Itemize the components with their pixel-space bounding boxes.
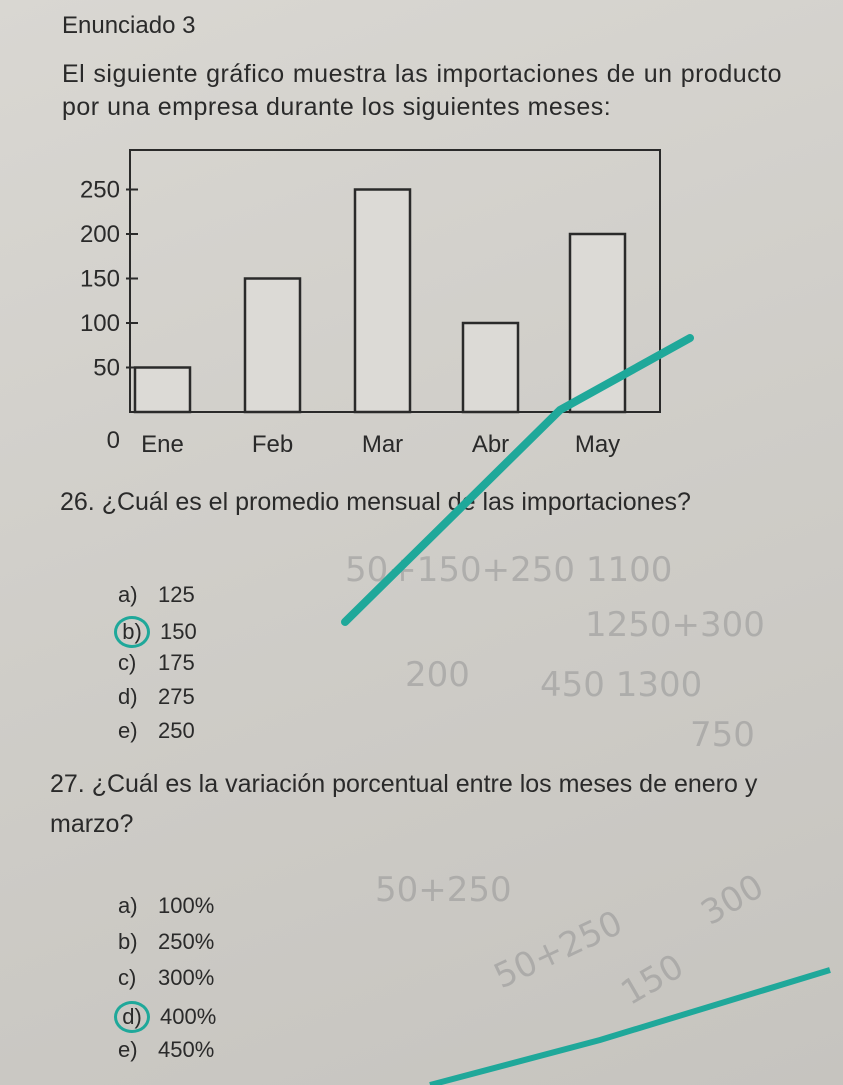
answer-option[interactable]: b) 150: [114, 616, 197, 648]
option-letter: a): [118, 893, 138, 918]
answer-option[interactable]: e) 250: [118, 718, 195, 744]
handwritten-note: 200: [405, 655, 470, 695]
option-value: 150: [160, 619, 197, 644]
y-tick-label: 100: [80, 310, 120, 337]
handwritten-note: 450 1300: [540, 665, 703, 705]
bar-may: [568, 232, 627, 414]
answer-option[interactable]: b) 250%: [118, 929, 214, 955]
answer-option[interactable]: a) 100%: [118, 893, 214, 919]
option-value: 400%: [160, 1004, 217, 1029]
bar-ene: [133, 366, 192, 414]
question-26: 26. ¿Cuál es el promedio mensual de las …: [60, 488, 691, 516]
exercise-heading: Enunciado 3: [62, 12, 196, 39]
option-letter: c): [118, 650, 137, 675]
option-letter: a): [118, 582, 138, 607]
answer-option[interactable]: c) 175: [118, 650, 195, 676]
x-tick-label: Feb: [252, 431, 293, 458]
y-tick-label: 0: [107, 427, 120, 454]
option-letter: b): [114, 616, 150, 648]
option-letter: e): [118, 1037, 138, 1062]
answer-option[interactable]: e) 450%: [118, 1037, 214, 1063]
answer-option[interactable]: a) 125: [118, 582, 195, 608]
bar-abr: [461, 321, 520, 414]
handwritten-note: 50+150+250 1100: [345, 550, 673, 590]
option-letter: d): [114, 1001, 150, 1033]
option-value: 300%: [158, 965, 215, 990]
option-value: 125: [158, 582, 195, 607]
option-value: 275: [158, 684, 195, 709]
intro-text: El siguiente gráfico muestra las importa…: [62, 60, 782, 121]
question-27: 27. ¿Cuál es la variación porcentual ent…: [50, 770, 758, 838]
option-value: 175: [158, 650, 195, 675]
y-tick-label: 150: [80, 266, 120, 293]
x-tick-label: May: [575, 431, 620, 458]
y-tick-label: 200: [80, 221, 120, 248]
option-letter: c): [118, 965, 137, 990]
option-value: 250%: [158, 929, 215, 954]
bar-feb: [243, 277, 302, 414]
option-letter: b): [118, 929, 138, 954]
option-value: 100%: [158, 893, 215, 918]
x-tick-label: Abr: [472, 431, 509, 458]
handwritten-note: 1250+300: [585, 605, 765, 645]
answer-option[interactable]: d) 400%: [114, 1001, 217, 1033]
y-tick-label: 50: [93, 355, 120, 382]
handwritten-note: 50+250: [375, 870, 512, 910]
bar-mar: [353, 188, 412, 414]
option-value: 450%: [158, 1037, 215, 1062]
y-tick-label: 250: [80, 177, 120, 204]
x-tick-label: Mar: [362, 431, 403, 458]
option-letter: e): [118, 718, 138, 743]
option-value: 250: [158, 718, 195, 743]
option-letter: d): [118, 684, 138, 709]
answer-option[interactable]: d) 275: [118, 684, 195, 710]
answer-option[interactable]: c) 300%: [118, 965, 214, 991]
handwritten-note: 750: [690, 715, 755, 755]
x-tick-label: Ene: [141, 431, 184, 458]
